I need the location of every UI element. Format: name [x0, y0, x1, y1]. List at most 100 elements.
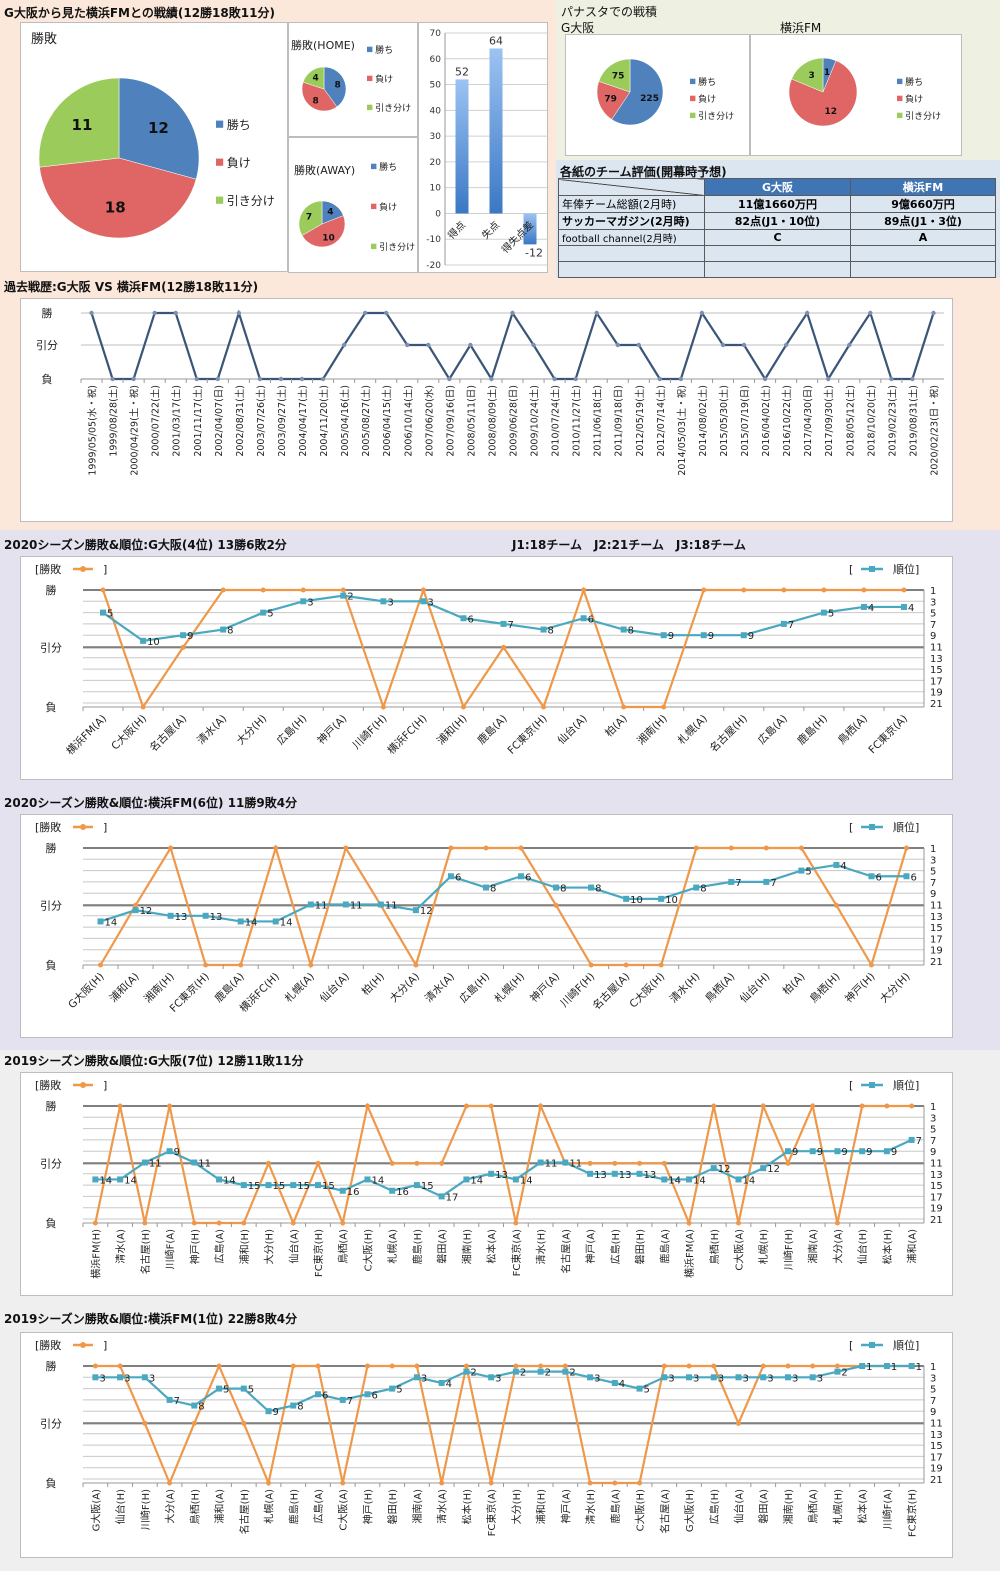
- evaluation-value: 89点(J1・3位): [850, 212, 996, 230]
- rank-tick-label: 15: [930, 665, 943, 676]
- y-category-label: 引分: [40, 1416, 62, 1430]
- result-point: [340, 1480, 346, 1486]
- x-date-label: 2007/06/20(水): [423, 385, 435, 457]
- history-point: [910, 376, 915, 382]
- rank-tick-label: 15: [930, 1441, 943, 1452]
- result-point: [340, 587, 346, 593]
- rank-point: [117, 1176, 124, 1183]
- rank-data-label: 5: [107, 609, 113, 620]
- y-category-label: 勝: [46, 841, 57, 855]
- rank-point: [860, 603, 867, 610]
- x-opponent-label: G大阪(H): [65, 970, 106, 1011]
- result-point: [308, 962, 314, 968]
- y-category-label: 勝: [46, 1099, 57, 1113]
- history-point: [236, 310, 242, 316]
- legend-label: 勝ち: [698, 76, 716, 88]
- result-line: [99, 844, 908, 969]
- rank-point: [265, 1408, 272, 1415]
- rank-tick-label: 21: [930, 1215, 943, 1226]
- result-point: [798, 845, 804, 851]
- x-opponent-label: 横浜FC(H): [385, 712, 430, 757]
- result-point: [290, 1220, 296, 1226]
- rank-data-label: 3: [742, 1373, 748, 1384]
- history-point: [678, 376, 684, 382]
- rank-data-label: 14: [280, 917, 293, 928]
- evaluation-table: G大阪 横浜FM 年俸チーム総額(2月時) 11億1660万円 9億660万円 …: [558, 178, 996, 278]
- x-date-label: 2000/04/29(土・祝): [129, 385, 141, 476]
- result-point: [623, 962, 629, 968]
- rank-point: [588, 884, 595, 891]
- rank-point: [220, 626, 227, 633]
- rank-data-label: 3: [149, 1373, 155, 1384]
- x-opponent-label: FC東京(A): [866, 712, 910, 756]
- evaluation-header-row: G大阪 横浜FM: [558, 178, 996, 196]
- pie-slice-draw: [598, 58, 631, 93]
- x-opponent-label: 横浜FM(A): [64, 712, 110, 758]
- result-point: [661, 1160, 667, 1166]
- x-opponent-label: 浦和(H): [238, 1229, 251, 1264]
- rank-data-label: 11: [198, 1159, 211, 1170]
- rank-point: [380, 598, 387, 605]
- rank-data-label: 9: [273, 1407, 279, 1418]
- x-opponent-label: 札幌(H): [492, 970, 527, 1005]
- rank-data-label: 14: [470, 1175, 483, 1186]
- legend-swatch: [897, 95, 903, 102]
- result-point: [315, 1160, 321, 1166]
- x-date-label: 2011/09/18(日): [614, 385, 625, 457]
- rank-data-label: 3: [718, 1373, 724, 1384]
- x-opponent-label: 大分(A): [387, 970, 422, 1005]
- y-category-label: 負: [46, 701, 57, 714]
- pie-data-label: 8: [334, 81, 340, 91]
- rank-data-label: 11: [385, 901, 398, 912]
- result-point: [241, 1220, 247, 1226]
- rank-tick-label: 21: [930, 957, 943, 968]
- rank-point: [307, 901, 314, 908]
- x-opponent-label: 清水(A): [194, 712, 229, 747]
- result-point: [711, 1103, 717, 1109]
- rank-data-label: 15: [322, 1181, 335, 1192]
- rank-data-label: 9: [708, 631, 714, 642]
- legend-label: 引き分け: [905, 111, 941, 122]
- y-tick-label: 20: [430, 158, 442, 168]
- pie-data-label: 75: [612, 71, 625, 81]
- x-opponent-label: G大阪(H): [683, 1489, 696, 1532]
- rank-data-label: 7: [770, 878, 776, 889]
- pie-data-label: 11: [72, 116, 93, 134]
- pie-slice-draw: [298, 200, 323, 236]
- rank-point: [760, 1374, 767, 1381]
- x-opponent-label: 名古屋(A): [559, 1229, 572, 1274]
- rank-point: [364, 1176, 371, 1183]
- rank-point: [100, 609, 107, 616]
- result-point: [238, 962, 244, 968]
- rank-data-label: 12: [718, 1164, 731, 1175]
- result-point: [781, 587, 787, 593]
- x-opponent-label: 大分(A): [164, 1489, 177, 1524]
- x-opponent-label: 神戸(H): [188, 1229, 201, 1264]
- rank-data-label: 6: [525, 872, 531, 883]
- rank-data-label: 9: [841, 1147, 847, 1158]
- rank-data-label: 5: [267, 609, 273, 620]
- result-point: [760, 1103, 766, 1109]
- result-point: [518, 845, 524, 851]
- legend-result-marker: [80, 1082, 86, 1088]
- rank-data-label: 8: [490, 884, 496, 895]
- legend-label: 勝ち: [227, 117, 251, 132]
- x-opponent-label: 名古屋(H): [707, 712, 750, 755]
- history-point: [131, 376, 136, 382]
- rank-tick-label: 19: [930, 688, 943, 699]
- panasta-yokohama-label: 横浜FM: [780, 21, 822, 35]
- result-point: [868, 962, 874, 968]
- rank-point: [735, 1176, 742, 1183]
- result-point: [488, 1103, 494, 1109]
- legend-label: 負け: [227, 156, 251, 170]
- x-date-label: 2008/08/09(土): [486, 385, 498, 457]
- rank-data-label: 4: [868, 603, 874, 614]
- rank-point: [740, 632, 747, 639]
- rank-point: [240, 1385, 247, 1392]
- x-opponent-label: 仙台(H): [114, 1489, 127, 1524]
- x-date-label: 2002/04/07(日): [214, 385, 225, 457]
- x-date-label: 2001/03/17(土): [171, 385, 183, 457]
- x-opponent-label: 大分(H): [234, 712, 269, 747]
- x-opponent-label: 柏(H): [359, 970, 387, 998]
- rank-point: [340, 592, 347, 599]
